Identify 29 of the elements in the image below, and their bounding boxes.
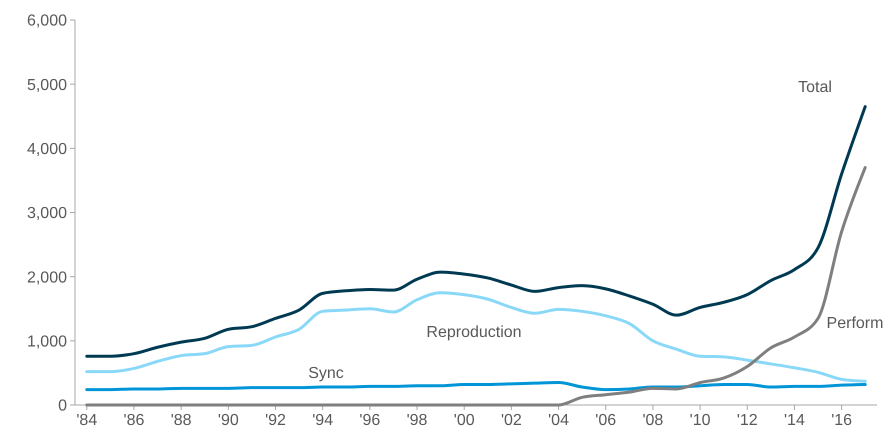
x-tick-label: '12 (736, 412, 758, 429)
x-tick-label: '84 (76, 412, 98, 429)
x-tick-label: '08 (642, 412, 664, 429)
series-label: Perform (826, 315, 884, 332)
text: Total (798, 79, 832, 96)
y-tick-label: 0 (58, 398, 68, 415)
x-tick-label: '02 (500, 412, 522, 429)
x-tick-label: '06 (595, 412, 616, 429)
y-tick-label: 6,000 (26, 12, 68, 30)
x-tick-label: '14 (784, 412, 805, 429)
y-tick-label: 1,000 (26, 333, 68, 350)
x-tick-label: '96 (359, 412, 380, 429)
series-label: Reproduction (426, 324, 522, 341)
y-tick-label: 4,000 (26, 140, 68, 158)
x-tick-label: '04 (548, 412, 570, 429)
x-tick-label: '88 (170, 412, 192, 429)
x-tick-label: '16 (831, 412, 852, 429)
y-tick-label: 5,000 (26, 76, 68, 94)
x-tick-label: '86 (124, 412, 144, 429)
y-tick-label: 2,000 (26, 269, 68, 286)
line-series (85, 381, 867, 392)
x-tick-label: '10 (690, 412, 711, 429)
x-tick-label: '94 (312, 412, 334, 429)
x-tick-label: '98 (406, 412, 428, 429)
x-tick-label: '90 (218, 412, 239, 429)
x-tick-label: '92 (265, 412, 286, 429)
y-tick-label: 3,000 (26, 205, 68, 222)
x-tick-label: '00 (454, 412, 475, 429)
series-label: Sync (308, 365, 344, 382)
